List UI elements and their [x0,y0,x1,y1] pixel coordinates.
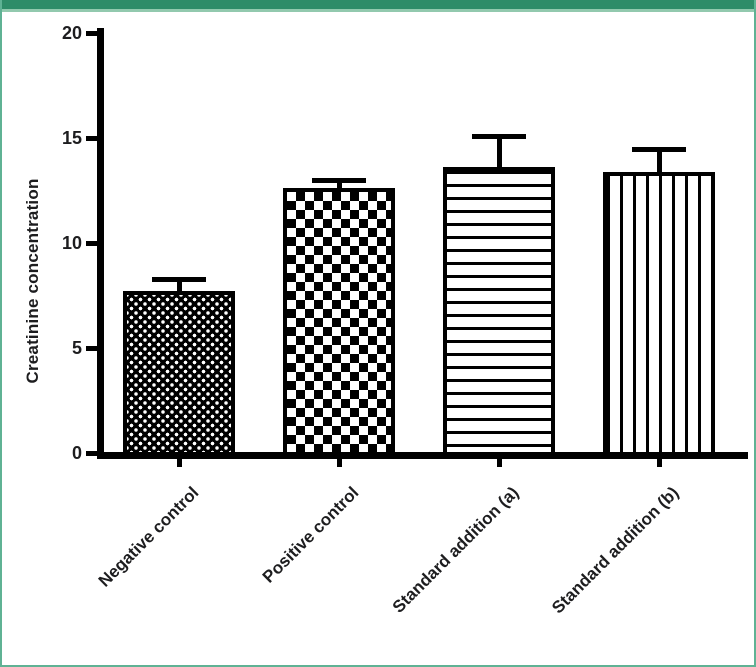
x-tick-positive-control [336,459,342,467]
error-bar-stem-negative-control [176,278,182,298]
y-tick-label-20: 20 [61,23,82,43]
y-tick-label-5: 5 [71,338,82,358]
bar-positive-control [283,188,395,456]
x-tick-standard-addition-a [496,459,502,467]
error-bar-cap-negative-control [152,276,206,282]
y-tick-label-0: 0 [71,443,82,463]
error-bar-stem-positive-control [336,180,342,195]
y-tick-5 [86,345,98,351]
x-tick-negative-control [176,459,182,467]
bar-standard-addition-b [603,171,715,456]
y-tick-15 [86,135,98,141]
y-tick-10 [86,240,98,246]
error-bar-cap-positive-control [312,178,366,183]
error-bar-stem-standard-addition-a [496,135,502,174]
x-axis-label-negative-control: Negative control [94,483,203,591]
error-bar-stem-standard-addition-b [656,148,662,178]
x-tick-standard-addition-b [656,459,662,467]
figure-top-accent-bar [2,0,754,9]
y-tick-label-10: 10 [61,233,82,253]
figure-top-accent-strip [2,9,754,12]
x-axis-label-standard-addition-b: Standard addition (b) [548,483,683,618]
y-tick-20 [86,30,98,36]
x-axis-line [97,452,748,459]
y-tick-label-15: 15 [61,128,82,148]
bar-negative-control [123,291,235,456]
x-axis-label-positive-control: Positive control [258,483,363,587]
bar-standard-addition-a [443,167,555,456]
y-axis-line [97,28,104,459]
x-axis-label-standard-addition-a: Standard addition (a) [388,483,523,617]
error-bar-cap-standard-addition-a [472,133,526,139]
y-tick-0 [86,450,98,456]
error-bar-cap-standard-addition-b [632,146,686,152]
